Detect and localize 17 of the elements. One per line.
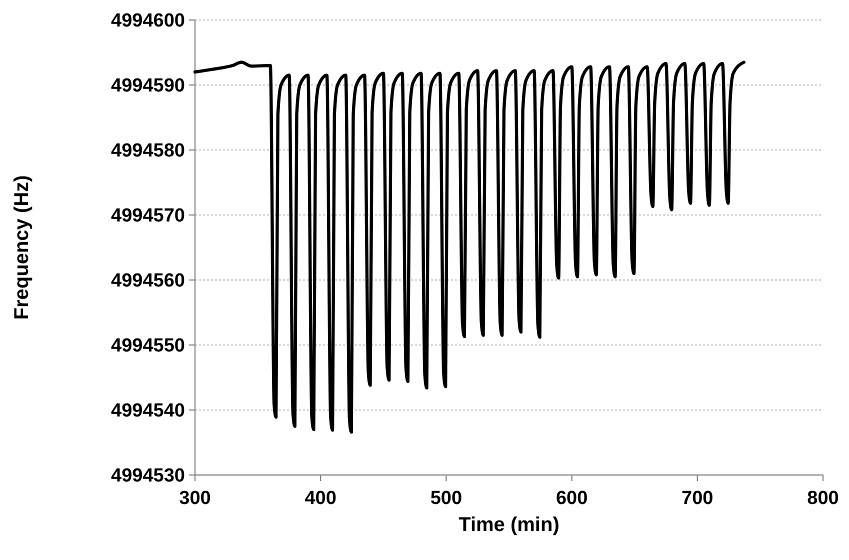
y-tick-label: 4994540: [111, 400, 185, 422]
y-tick-label: 4994560: [111, 270, 185, 292]
y-tick-label: 4994600: [111, 10, 185, 32]
x-axis-title: Time (min): [458, 514, 560, 536]
x-tick-label: 500: [430, 488, 462, 509]
x-tick-label: 300: [179, 488, 211, 509]
x-tick-label: 700: [682, 488, 714, 509]
y-tick-label: 4994570: [111, 206, 185, 227]
line-series: [193, 60, 746, 434]
y-tick-label: 4994580: [111, 140, 185, 162]
y-tick-label: 4994590: [111, 76, 185, 97]
y-tick-label: 4994530: [111, 466, 185, 487]
y-axis-title: Frequency (Hz): [11, 175, 33, 320]
y-tick-label: 4994550: [111, 336, 185, 357]
x-tick-label: 800: [807, 488, 839, 509]
x-tick-label: 400: [304, 488, 336, 509]
x-tick-label: 600: [556, 488, 588, 509]
